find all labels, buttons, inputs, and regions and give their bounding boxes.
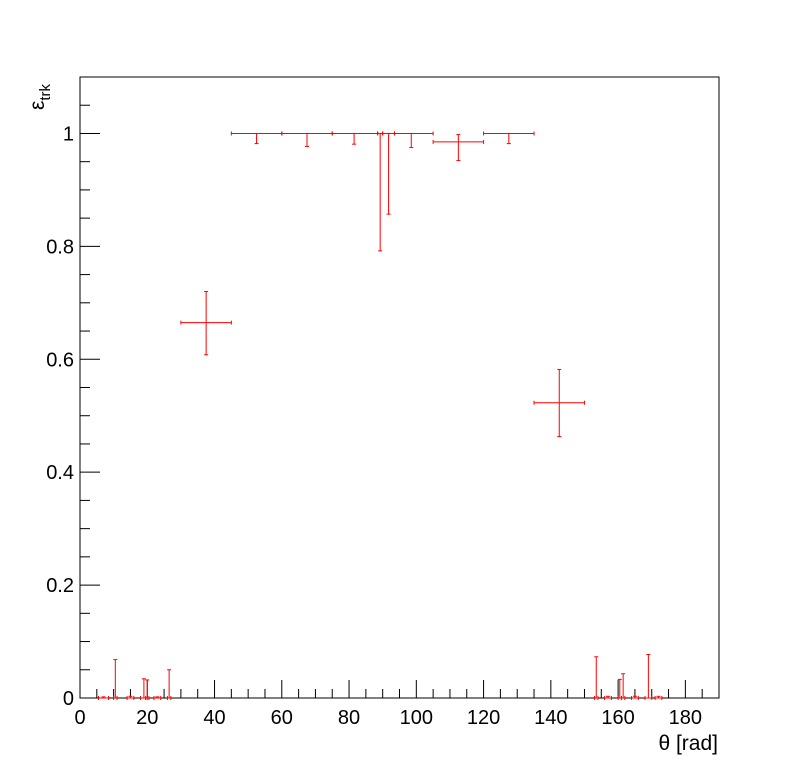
plot-frame [79,76,720,699]
data-point [97,696,110,700]
x-tick-label: 20 [136,707,158,729]
data-points [97,131,663,700]
data-point [594,656,599,700]
data-point [644,654,653,700]
y-axis-tick-labels: 0 0.2 0.4 0.6 0.8 1 [46,123,74,710]
x-tick-label: 140 [534,707,567,729]
x-axis-title: θ [rad] [658,732,718,755]
data-point [166,669,172,700]
x-tick-label: 180 [669,707,702,729]
data-point [393,131,434,149]
data-point [140,678,148,700]
data-point [631,695,639,700]
data-point [620,673,626,700]
y-tick-label: 0.6 [46,349,74,371]
data-point [654,695,663,700]
data-point [483,131,535,145]
data-point [180,291,232,356]
x-tick-label: 80 [338,707,360,729]
data-point [281,131,333,147]
y-axis-title-sub: trk [37,83,54,100]
x-tick-label: 0 [74,707,85,729]
data-point [126,695,135,700]
y-tick-label: 0 [63,688,74,710]
data-point [153,696,162,700]
x-tick-label: 40 [203,707,225,729]
y-axis-ticks [80,76,100,699]
data-point [604,695,612,700]
data-point [145,679,150,700]
data-point [432,134,485,162]
x-tick-label: 100 [400,707,433,729]
data-point [230,131,283,145]
y-tick-label: 0.2 [46,575,74,597]
y-tick-label: 1 [63,123,74,145]
x-tick-label: 160 [601,707,634,729]
data-point [113,659,118,700]
y-tick-label: 0.8 [46,236,74,258]
y-axis-title: εtrk [26,83,54,110]
x-axis-tick-labels: 0 20 40 60 80 100 120 140 160 180 [74,707,702,729]
data-point [382,131,395,215]
x-axis-ticks [79,680,720,698]
y-axis-title-main: ε [26,101,49,110]
y-tick-label: 0.4 [46,462,74,484]
data-point [533,368,585,438]
x-tick-label: 120 [467,707,500,729]
data-point [331,131,379,145]
x-tick-label: 60 [271,707,293,729]
data-point [377,131,384,252]
svg-text:εtrk: εtrk [26,83,54,110]
